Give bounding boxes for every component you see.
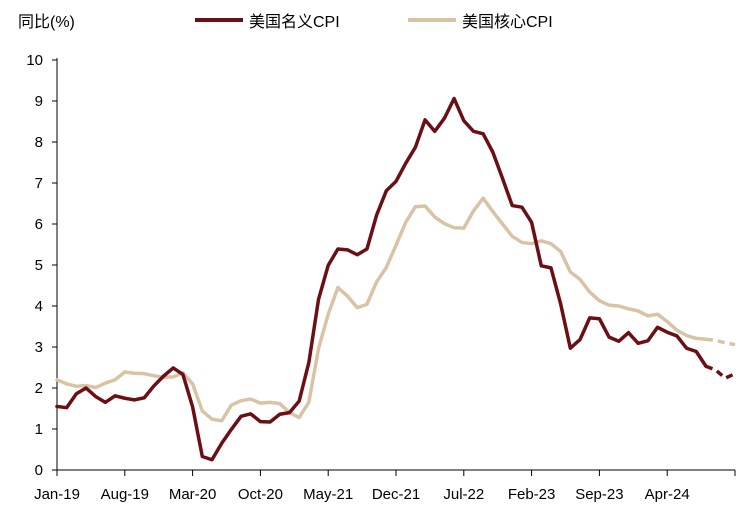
- y-tick-label: 9: [35, 93, 43, 110]
- legend-label-core: 美国核心CPI: [462, 14, 553, 31]
- x-tick-label: Mar-20: [169, 486, 217, 503]
- x-tick-label: May-21: [303, 486, 353, 503]
- x-tick-label: Dec-21: [372, 486, 420, 503]
- y-tick-label: 4: [35, 298, 43, 315]
- x-tick-label: Sep-23: [575, 486, 623, 503]
- y-tick-label: 7: [35, 175, 43, 192]
- y-tick-label: 1: [35, 421, 43, 438]
- y-tick-label: 8: [35, 134, 43, 151]
- series-line-nominal-cpi: [55, 96, 708, 462]
- y-tick-label: 2: [35, 380, 43, 397]
- x-tick-label: Apr-24: [645, 486, 690, 503]
- legend-label-nominal: 美国名义CPI: [249, 14, 340, 31]
- legend-item-nominal-cpi: 美国名义CPI: [195, 8, 340, 32]
- y-axis-title: 同比(%): [18, 14, 75, 31]
- y-tick-label: 5: [35, 257, 43, 274]
- legend-item-core-cpi: 美国核心CPI: [408, 8, 553, 32]
- legend-swatch-core: [408, 18, 456, 22]
- x-tick-label: Jul-22: [443, 486, 484, 503]
- series-forecast-nominal-cpi: [705, 364, 736, 380]
- series-forecast-core-cpi: [705, 337, 736, 347]
- x-tick-label: Oct-20: [238, 486, 283, 503]
- x-tick-label: Jan-19: [34, 486, 80, 503]
- y-tick-label: 10: [26, 52, 43, 69]
- x-tick-label: Feb-23: [508, 486, 556, 503]
- legend-swatch-nominal: [195, 18, 243, 22]
- series-line-core-cpi: [55, 196, 708, 423]
- y-tick-label: 0: [35, 462, 43, 479]
- y-tick-label: 6: [35, 216, 43, 233]
- x-tick-label: Aug-19: [101, 486, 149, 503]
- y-tick-label: 3: [35, 339, 43, 356]
